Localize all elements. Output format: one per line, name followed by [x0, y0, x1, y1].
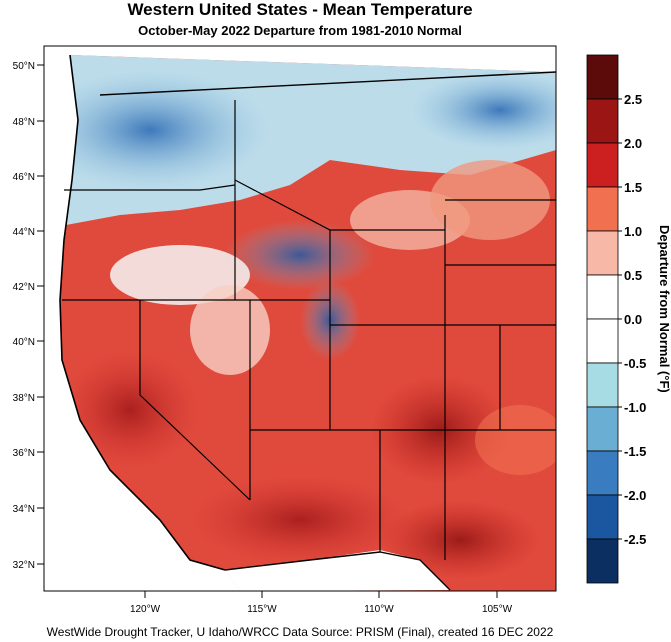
warm-anomaly-texas-panhandle: [475, 405, 556, 475]
colorbar-label: 1.0: [624, 224, 642, 239]
lat-label-46: 46°N: [13, 172, 35, 183]
near-normal-nevada: [190, 285, 270, 375]
lat-label-44: 44°N: [13, 227, 35, 238]
longitude-axis: 120°W 115°W 110°W 105°W: [130, 591, 513, 615]
colorbar-swatch: [586, 230, 619, 276]
hot-anomaly-california: [60, 350, 200, 470]
colorbar-swatch: [586, 274, 619, 320]
lat-label-38: 38°N: [13, 393, 35, 404]
map-frame: [43, 45, 557, 592]
colorbar-swatch: [586, 362, 619, 408]
lon-label-110w: 110°W: [364, 604, 394, 615]
cold-anomaly-idaho: [225, 220, 375, 290]
canada-border: [99, 71, 556, 96]
lat-label-40: 40°N: [13, 337, 35, 348]
colorbar-swatch: [586, 318, 619, 364]
colorbar-swatch: [586, 538, 619, 584]
latitude-axis: 50°N 48°N 46°N 44°N 42°N 40°N 38°N 36°N …: [13, 61, 44, 571]
cold-anomaly-pacific-northwest: [44, 70, 270, 190]
colorbar-swatch: [586, 98, 619, 144]
colorbar-title: Departure from Normal (°F): [657, 225, 670, 393]
lon-label-115w: 115°W: [247, 604, 277, 615]
lat-label-50: 50°N: [13, 61, 35, 72]
map-subtitle: October-May 2022 Departure from 1981-201…: [138, 23, 462, 38]
colorbar-label: 2.5: [624, 92, 642, 107]
lat-label-42: 42°N: [13, 282, 35, 293]
colorbar-label: 0.0: [624, 312, 642, 327]
hot-anomaly-arizona: [190, 475, 410, 565]
colorbar-label: -2.5: [624, 532, 646, 547]
colorbar-label: 2.0: [624, 136, 642, 151]
colorbar-label: 1.5: [624, 180, 642, 195]
lat-label-48: 48°N: [13, 117, 35, 128]
colorbar-label: -1.5: [624, 444, 646, 459]
colorbar-swatch: [586, 142, 619, 188]
temperature-field: [44, 46, 556, 591]
colorbar-swatch: [586, 54, 619, 100]
coastline: [59, 54, 226, 571]
colorbar-label: -2.0: [624, 488, 646, 503]
colorbar: 2.5 2.0 1.5 1.0 0.5 0.0 -0.5 -1.0 -1.5 -2.0 -2.5: [586, 54, 646, 584]
cold-anomaly-montana: [410, 70, 556, 150]
lat-label-34: 34°N: [13, 504, 35, 515]
colorbar-label: 0.5: [624, 268, 642, 283]
map-title: Western United States - Mean Temperature: [127, 0, 473, 19]
colorbar-label: -1.0: [624, 400, 646, 415]
footer-credit: WestWide Drought Tracker, U Idaho/WRCC D…: [46, 625, 554, 639]
colorbar-label: -0.5: [624, 356, 646, 371]
colorbar-swatch: [586, 494, 619, 540]
colorbar-title-wrap: Departure from Normal (°F): [657, 225, 670, 393]
lat-label-32: 32°N: [13, 560, 35, 571]
mexico-area: [225, 550, 450, 591]
pacific-ocean: [44, 46, 240, 591]
lat-label-36: 36°N: [13, 448, 35, 459]
colorbar-swatch: [586, 186, 619, 232]
lon-label-105w: 105°W: [482, 604, 513, 615]
state-borders: [62, 100, 556, 560]
colorbar-swatch: [586, 450, 619, 496]
lon-label-120w: 120°W: [130, 604, 161, 615]
colorbar-swatch: [586, 406, 619, 452]
